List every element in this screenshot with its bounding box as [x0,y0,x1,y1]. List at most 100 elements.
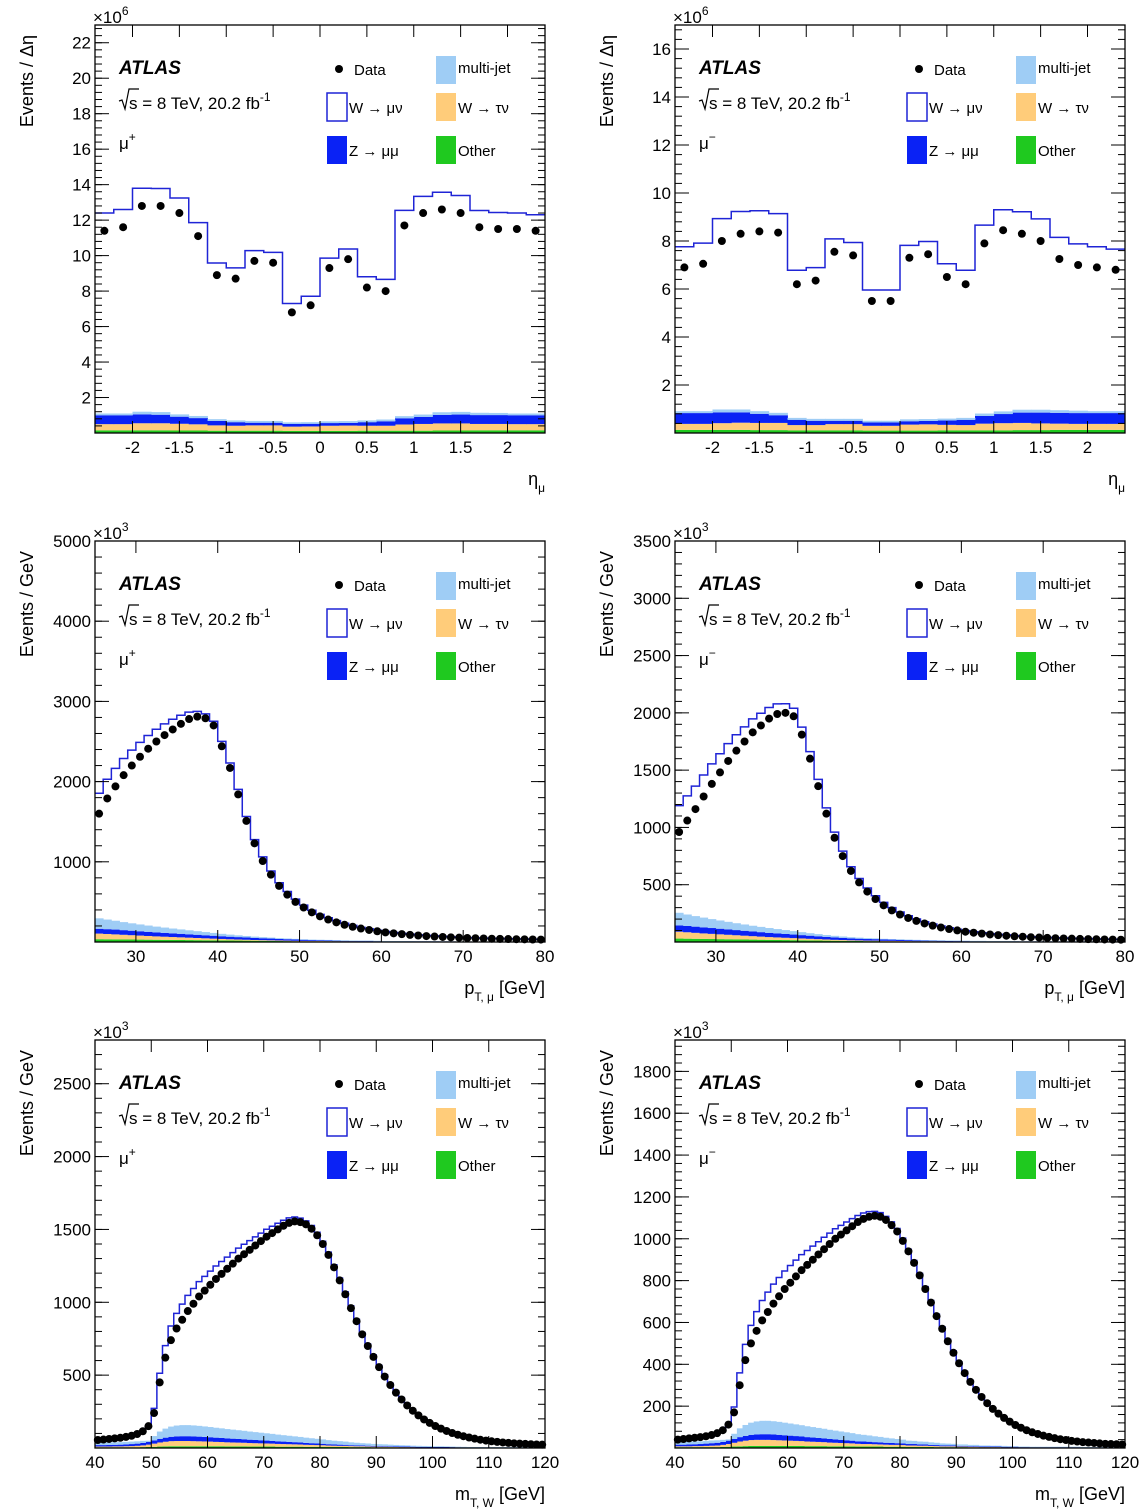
data-point [487,934,496,943]
stack-bin-z_mu_mu [258,938,268,941]
stack-bin-multi_jet [190,1425,197,1437]
data-point [1118,1440,1127,1449]
x-tick-label: 1 [409,438,418,457]
data-point [943,1337,952,1346]
data-point [980,239,989,248]
legend-z-mu-mu-swatch [327,652,347,680]
stack-bin-other [793,1445,800,1448]
stack-bin-w_tau_nu [838,940,848,941]
stack-bin-multi_jet [683,914,692,926]
stack-bin-other [226,430,246,433]
stack-bin-multi_jet [176,929,186,934]
x-tick-label: 0.5 [355,438,379,457]
stack-bin-z_mu_mu [370,1445,377,1447]
stack-bin-multi_jet [977,940,987,942]
x-label-unit: [GeV] [494,1484,545,1504]
stack-bin-multi_jet [526,413,546,416]
stack-bin-other [95,430,115,433]
data-point [287,308,296,317]
stack-bin-other [781,1445,788,1448]
data-point [820,1245,829,1254]
stack-bin-w_tau_nu [348,1446,355,1448]
stack-bin-w_tau_nu [185,937,194,941]
data-point [926,1298,935,1307]
stack-bin-multi_jet [320,1439,327,1444]
stack-bin-w_tau_nu [905,1445,912,1447]
data-point [830,247,839,256]
stack-bin-multi_jet [470,412,490,416]
stack-bin-multi_jet [945,1443,952,1446]
panel-pt-muminus: 30 40 50 60 70 80 500 1000 1500 2000 2500 3000 3500 ×… [597,520,1134,1004]
data-point [515,1439,524,1448]
stack-bin-other [269,1446,276,1448]
stack-bin-z_mu_mu [993,414,1013,424]
y-tick-label: 1000 [53,1293,91,1312]
stack-bin-z_mu_mu [135,931,145,936]
x-label-sub: T, W [470,1496,495,1510]
y-tick-label: 18 [72,105,91,124]
stack-bin-w_tau_nu [961,1446,968,1448]
stack-bin-w_tau_nu [877,1444,884,1447]
stack-bin-w_tau_nu [359,1446,366,1448]
stack-bin-z_mu_mu [432,1446,439,1448]
data-point [471,934,480,943]
y-tick-label: 1400 [633,1146,671,1165]
stack-bin-z_mu_mu [846,938,856,941]
data-point [324,915,333,924]
stack-bin-z_mu_mu [732,930,741,936]
legend-w-tau-nu-swatch [1016,93,1036,121]
data-point [250,839,259,848]
stack-bin-z_mu_mu [234,937,243,940]
stack-bin-multi_jet [225,934,235,937]
stack-bin-multi_jet [1006,1446,1013,1447]
stack-bin-z_mu_mu [119,930,129,935]
stack-bin-multi_jet [815,1427,822,1438]
stack-bin-multi_jet [732,923,741,931]
stack-bin-other [993,430,1013,433]
stack-bin-z_mu_mu [871,939,880,941]
data-point [1018,932,1027,941]
stack-bin-multi_jet [451,411,471,415]
stack-bin-multi_jet [235,1430,242,1439]
stack-bin-multi_jet [814,934,823,937]
stack-bin-multi_jet [742,1424,749,1436]
x-tick-label: -1.5 [745,438,774,457]
stack-bin-z_mu_mu [1012,1446,1019,1448]
stack-bin-w_tau_nu [225,939,235,941]
data-point [752,1326,761,1335]
stack-bin-z_mu_mu [190,1436,197,1442]
stack-bin-w_tau_nu [338,425,358,431]
stack-bin-multi_jet [920,940,930,941]
stack-bin-other [151,430,171,433]
stack-bin-w_tau_nu [691,1446,698,1448]
legend-other-swatch [1016,1151,1036,1179]
data-point [977,929,986,938]
stack-bin-z_mu_mu [1012,412,1032,423]
legend-data-label: Data [354,62,386,79]
stack-bin-multi_jet [740,924,750,931]
stack-bin-z_mu_mu [332,940,341,942]
stack-bin-z_mu_mu [781,1435,788,1441]
data-point [258,856,267,865]
stack-bin-z_mu_mu [209,935,219,939]
stack-bin-multi_jet [117,1442,124,1445]
data-point [136,752,144,761]
stack-bin-multi_jet [134,1441,141,1444]
x-tick-label: -1 [799,438,814,457]
stack-bin-other [759,1445,766,1448]
stack-bin-multi_jet [691,916,700,927]
stack-bin-z_mu_mu [787,419,807,426]
data-point [849,251,858,260]
legend-z-mu-mu-label: Z → μμ [929,143,979,160]
x-tick-label: -1.5 [165,438,194,457]
stack-bin-other [282,430,302,433]
data-point [680,263,689,272]
legend-multi-jet-swatch [436,56,456,84]
stack-bin-multi_jet [128,1441,135,1445]
data-point [456,209,465,218]
atlas-label: ATLAS [118,574,181,595]
stack-bin-multi_jet [686,1441,693,1445]
stack-bin-w_tau_nu [185,1441,192,1447]
stack-bin-multi_jet [421,1445,428,1447]
